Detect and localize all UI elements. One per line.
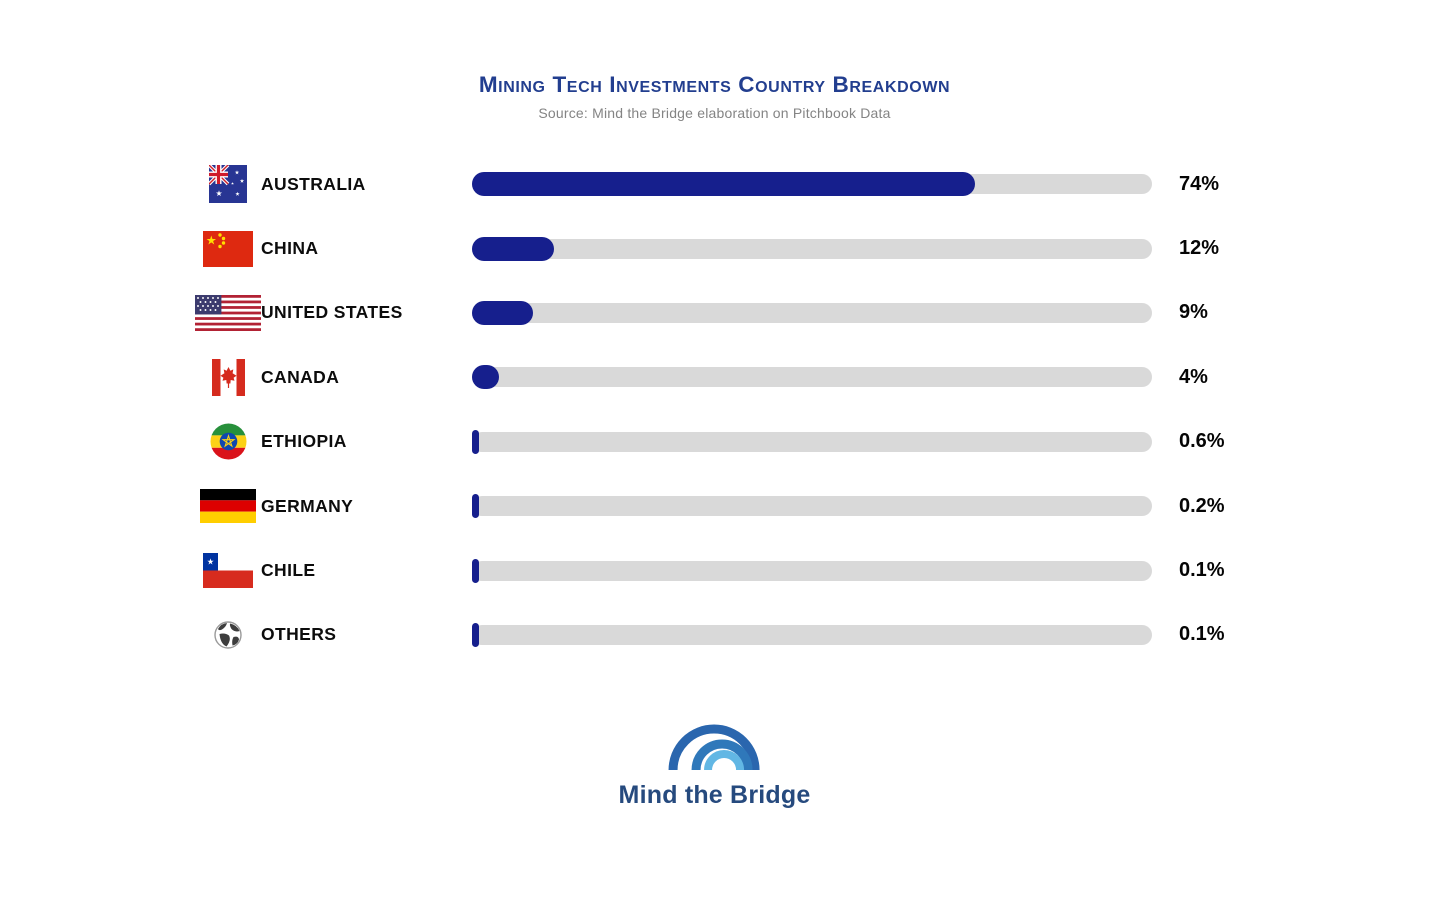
flag-cell — [195, 165, 261, 204]
ethiopia-flag-icon — [210, 423, 246, 460]
usa-flag-icon — [195, 294, 261, 331]
percent-label: 9% — [1179, 301, 1208, 324]
bar-row: UNITED STATES 9% — [195, 281, 1225, 345]
bar-fill — [472, 429, 479, 454]
flag-cell — [195, 294, 261, 331]
percent-label: 0.1% — [1179, 559, 1225, 582]
bar-track — [472, 365, 1152, 390]
bar-track — [472, 558, 1152, 583]
flag-cell — [195, 489, 261, 524]
globe-icon — [214, 621, 242, 649]
mtb-logo-bridge-arcs-icon — [668, 724, 760, 771]
chart-subtitle: Source: Mind the Bridge elaboration on P… — [538, 105, 891, 121]
bar-row: CANADA 4% — [195, 345, 1225, 409]
chile-flag-icon — [203, 553, 253, 589]
china-flag-icon — [203, 230, 253, 267]
bar-fill — [472, 622, 479, 647]
flag-cell — [195, 619, 261, 651]
percent-label: 0.6% — [1179, 430, 1225, 453]
canada-flag-icon — [211, 358, 245, 396]
bar-track — [472, 300, 1152, 325]
flag-cell — [195, 230, 261, 267]
bar-fill — [472, 558, 479, 583]
mtb-logo-text: Mind the Bridge — [618, 781, 811, 809]
mtb-logo: Mind the Bridge — [619, 722, 811, 810]
bar-fill — [472, 494, 479, 519]
bar-rows: AUSTRALIA 74% CHINA 12% — [195, 152, 1225, 667]
bar-track — [472, 429, 1152, 454]
bar-fill — [472, 236, 554, 261]
country-label: AUSTRALIA — [261, 173, 366, 194]
bar-track — [472, 172, 1152, 197]
chart-title: Mining Tech Investments Country Breakdow… — [478, 72, 951, 97]
bar-row: AUSTRALIA 74% — [195, 152, 1225, 216]
flag-cell — [195, 358, 261, 396]
bar-row: OTHERS 0.1% — [195, 603, 1225, 667]
percent-label: 74% — [1179, 172, 1220, 195]
country-label: UNITED STATES — [261, 302, 403, 323]
percent-label: 4% — [1179, 365, 1208, 388]
country-label: CHINA — [261, 238, 319, 259]
country-label: OTHERS — [261, 624, 337, 645]
germany-flag-icon — [200, 489, 256, 524]
bar-track — [472, 236, 1152, 261]
bar-row: GERMANY 0.2% — [195, 474, 1225, 538]
flag-cell — [195, 553, 261, 589]
bar-fill — [472, 365, 500, 390]
bar-track — [472, 494, 1152, 519]
bar-row: ETHIOPIA 0.6% — [195, 410, 1225, 474]
bar-fill — [472, 300, 534, 325]
country-label: CANADA — [261, 366, 340, 387]
australia-flag-icon — [209, 165, 247, 204]
bar-row: CHILE 0.1% — [195, 538, 1225, 602]
percent-label: 0.2% — [1179, 494, 1225, 517]
country-label: CHILE — [261, 560, 316, 581]
bar-track — [472, 622, 1152, 647]
bar-fill — [472, 172, 976, 197]
percent-label: 0.1% — [1179, 623, 1225, 646]
flag-cell — [195, 423, 261, 460]
country-label: GERMANY — [261, 495, 354, 516]
percent-label: 12% — [1179, 237, 1220, 260]
country-label: ETHIOPIA — [261, 431, 347, 452]
bar-row: CHINA 12% — [195, 216, 1225, 280]
